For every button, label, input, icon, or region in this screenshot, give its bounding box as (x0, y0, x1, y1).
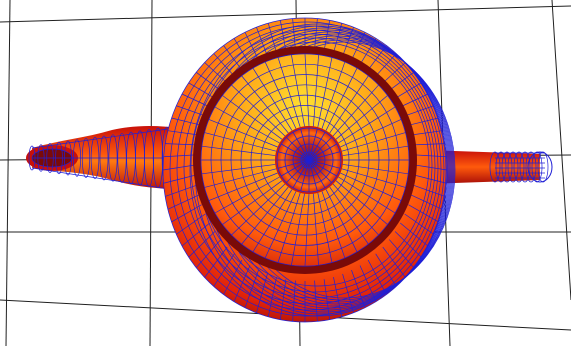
teapot-lid (193, 46, 417, 274)
teapot-spout (26, 126, 180, 191)
